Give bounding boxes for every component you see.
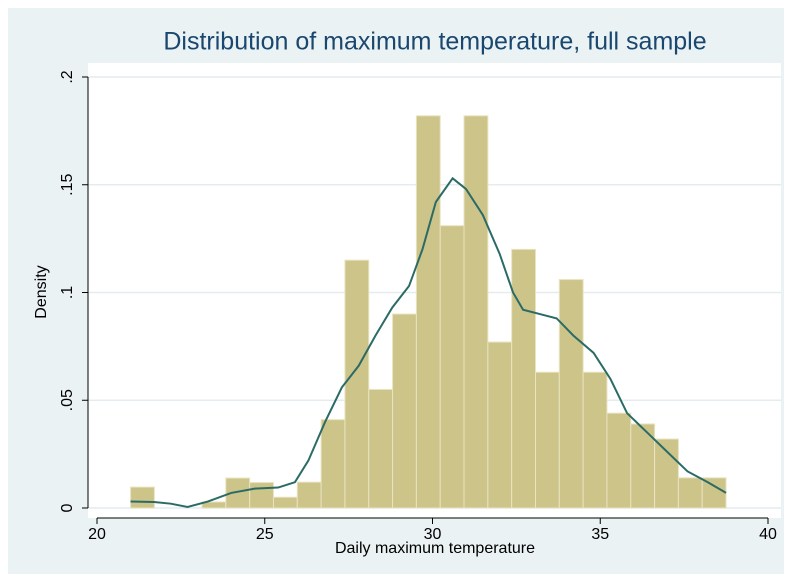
bar: [439, 225, 465, 509]
bar: [654, 438, 679, 509]
y-tick-label: .15: [59, 174, 76, 196]
x-tick-label: 25: [256, 526, 274, 543]
bar: [701, 477, 727, 509]
bar: [368, 388, 394, 509]
bar: [320, 419, 346, 509]
bar: [677, 477, 703, 509]
chart-title: Distribution of maximum temperature, ful…: [163, 28, 706, 56]
density-line: [130, 176, 727, 508]
bar: [249, 482, 274, 509]
bar: [511, 248, 536, 509]
x-tick-label: 40: [759, 526, 777, 543]
x-tick-label: 35: [591, 526, 609, 543]
y-axis-label: Density: [33, 265, 50, 318]
bar: [558, 279, 584, 509]
bar: [582, 371, 608, 509]
bar: [487, 341, 513, 509]
bar: [463, 115, 489, 509]
y-tick-label: .1: [59, 286, 76, 299]
y-tick-label: .05: [59, 389, 76, 411]
bar: [606, 412, 632, 509]
x-tick-label: 30: [424, 526, 442, 543]
bar: [272, 496, 298, 509]
x-axis-label: Daily maximum temperature: [335, 540, 535, 557]
bar: [534, 371, 560, 509]
y-tick-label: .2: [59, 70, 76, 83]
bar: [296, 481, 322, 509]
bar: [392, 313, 417, 509]
bar: [344, 259, 370, 509]
bar: [415, 115, 441, 509]
y-tick-label: 0: [59, 503, 76, 512]
bar: [130, 486, 155, 509]
x-tick-label: 20: [88, 526, 106, 543]
